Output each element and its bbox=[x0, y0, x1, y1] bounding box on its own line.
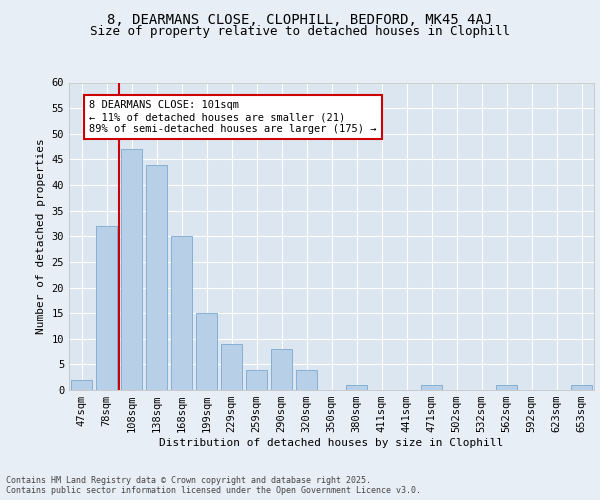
Bar bbox=[496, 385, 517, 390]
Text: 8, DEARMANS CLOSE, CLOPHILL, BEDFORD, MK45 4AJ: 8, DEARMANS CLOSE, CLOPHILL, BEDFORD, MK… bbox=[107, 12, 493, 26]
Text: 8 DEARMANS CLOSE: 101sqm
← 11% of detached houses are smaller (21)
89% of semi-d: 8 DEARMANS CLOSE: 101sqm ← 11% of detach… bbox=[89, 100, 377, 134]
Bar bbox=[346, 385, 367, 390]
Text: Size of property relative to detached houses in Clophill: Size of property relative to detached ho… bbox=[90, 25, 510, 38]
X-axis label: Distribution of detached houses by size in Clophill: Distribution of detached houses by size … bbox=[160, 438, 503, 448]
Text: Contains HM Land Registry data © Crown copyright and database right 2025.
Contai: Contains HM Land Registry data © Crown c… bbox=[6, 476, 421, 495]
Bar bbox=[171, 236, 192, 390]
Bar bbox=[121, 149, 142, 390]
Bar bbox=[71, 380, 92, 390]
Bar bbox=[571, 385, 592, 390]
Bar bbox=[296, 370, 317, 390]
Bar bbox=[271, 349, 292, 390]
Bar bbox=[421, 385, 442, 390]
Bar bbox=[221, 344, 242, 390]
Bar bbox=[146, 164, 167, 390]
Y-axis label: Number of detached properties: Number of detached properties bbox=[36, 138, 46, 334]
Bar bbox=[246, 370, 267, 390]
Bar bbox=[96, 226, 117, 390]
Bar bbox=[196, 313, 217, 390]
